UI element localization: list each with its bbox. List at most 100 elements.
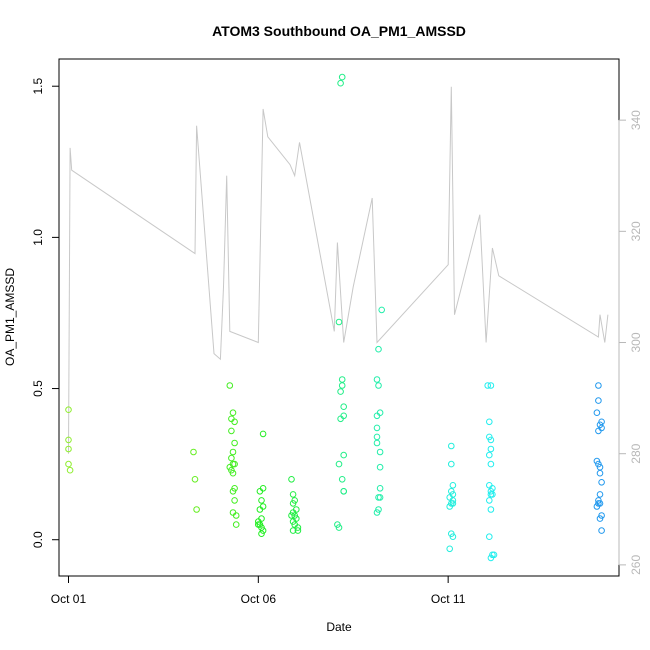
y2-tick-label: 300 <box>629 332 643 352</box>
data-point <box>65 406 72 414</box>
data-point <box>340 451 348 459</box>
data-point <box>340 403 348 411</box>
data-point <box>376 463 384 471</box>
data-point <box>448 460 455 468</box>
data-point <box>289 491 297 498</box>
data-point <box>229 448 237 456</box>
data-point <box>598 479 605 486</box>
data-point <box>65 460 72 468</box>
data-point <box>448 442 455 450</box>
data-point <box>288 476 295 483</box>
scatter-points-layer <box>65 73 605 562</box>
data-point <box>226 382 234 389</box>
data-point <box>228 427 235 435</box>
data-point <box>446 545 454 553</box>
data-point <box>338 73 346 81</box>
x-tick-label: Oct 06 <box>241 592 277 606</box>
data-point <box>487 460 495 468</box>
data-point <box>258 530 265 538</box>
data-point <box>258 497 265 504</box>
data-point <box>373 509 381 516</box>
x-tick-label: Oct 01 <box>51 592 87 606</box>
y-tick-label: 1.0 <box>31 229 45 246</box>
data-point <box>595 460 602 468</box>
y-tick-label: 1.5 <box>31 78 45 95</box>
data-point <box>487 436 495 444</box>
chart-title: ATOM3 Southbound OA_PM1_AMSSD <box>212 23 466 39</box>
data-point <box>449 482 457 489</box>
data-point <box>598 512 605 519</box>
y-tick-label: 0.0 <box>31 531 45 548</box>
data-point <box>487 554 495 562</box>
data-point <box>486 451 493 459</box>
data-point <box>340 488 348 495</box>
data-point <box>486 533 493 541</box>
data-point <box>288 512 295 519</box>
data-point <box>294 527 302 534</box>
data-point <box>232 512 240 519</box>
data-point <box>231 439 238 447</box>
data-point <box>376 494 384 501</box>
data-point <box>338 476 346 483</box>
data-point <box>254 521 262 528</box>
data-point <box>596 491 604 498</box>
data-point <box>337 388 344 395</box>
data-point <box>373 424 381 432</box>
data-point <box>258 515 265 522</box>
data-point <box>448 488 455 495</box>
data-point <box>294 524 302 531</box>
data-point <box>375 345 382 353</box>
data-point <box>376 485 384 492</box>
data-point <box>65 436 72 444</box>
data-point <box>487 506 495 513</box>
data-point <box>190 448 197 456</box>
data-point <box>231 418 238 426</box>
data-point <box>378 306 386 314</box>
secondary-line-layer <box>68 86 609 454</box>
data-point <box>487 488 495 495</box>
data-point <box>229 469 237 477</box>
data-point <box>376 448 384 456</box>
data-point <box>338 382 346 389</box>
y2-tick-label: 340 <box>629 110 643 130</box>
data-point <box>489 551 496 559</box>
data-point <box>486 418 493 426</box>
data-point <box>375 382 382 389</box>
y2-tick-label: 320 <box>629 221 643 241</box>
data-point <box>232 521 240 528</box>
data-point <box>231 460 238 468</box>
data-point <box>598 527 605 534</box>
y-axis-label: OA_PM1_AMSSD <box>3 268 17 366</box>
data-point <box>595 427 602 435</box>
data-point <box>373 412 381 420</box>
data-point <box>373 439 381 447</box>
x-tick-label: Oct 11 <box>431 592 466 606</box>
data-point <box>289 527 297 534</box>
data-point <box>373 376 381 383</box>
data-point <box>593 409 601 417</box>
data-point <box>487 445 495 453</box>
data-point <box>596 421 604 429</box>
data-point <box>259 527 267 534</box>
data-point <box>228 454 235 462</box>
data-point <box>289 500 297 507</box>
data-point <box>596 469 604 477</box>
data-point <box>489 491 496 498</box>
data-point <box>193 506 200 513</box>
data-point <box>231 485 238 492</box>
data-point <box>231 497 238 504</box>
data-point <box>449 533 457 541</box>
data-point <box>259 503 267 510</box>
data-point <box>596 515 604 522</box>
x-axis: Oct 01 Oct 06 Oct 11 <box>51 575 466 606</box>
data-point <box>335 460 343 468</box>
data-point <box>335 318 343 326</box>
data-point <box>191 476 199 483</box>
y-axis-right: 260 280 300 320 340 <box>618 110 643 575</box>
data-point <box>449 500 457 507</box>
data-point <box>66 466 74 474</box>
data-point <box>484 382 492 389</box>
data-point <box>229 409 237 417</box>
